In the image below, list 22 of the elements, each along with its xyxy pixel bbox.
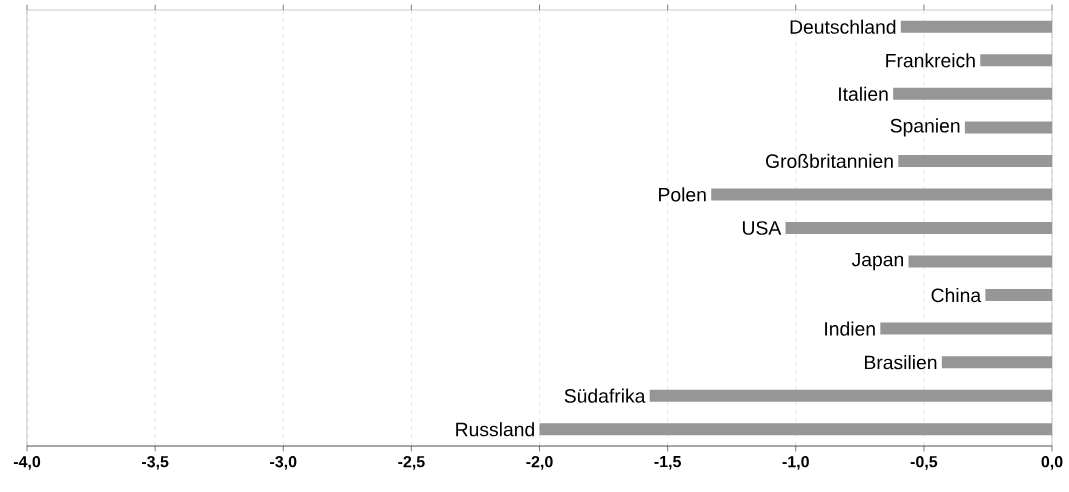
- x-tick-label: 0,0: [1041, 456, 1063, 470]
- y-tick-label: Spanien: [890, 118, 960, 137]
- y-tick-label: Südafrika: [564, 388, 646, 403]
- x-tick-label: -2,5: [398, 456, 425, 470]
- x-tick-label: -3,0: [270, 456, 297, 470]
- y-tick-label: Deutschland: [790, 19, 896, 34]
- x-tick-label: -4,0: [13, 456, 41, 470]
- y-tick-label: Indien: [825, 321, 875, 336]
- y-tick-label: China: [931, 287, 982, 303]
- y-tick-label: USA: [742, 221, 782, 235]
- y-tick-label: Brasilien: [865, 355, 937, 370]
- y-tick-label: Russland: [456, 422, 534, 437]
- y-tick-label: Frankreich: [886, 53, 975, 68]
- x-tick-label: -0,5: [910, 456, 938, 470]
- y-tick-label: Polen: [659, 187, 706, 202]
- y-tick-label: Großbritannien: [766, 153, 893, 169]
- x-tick-label: -1,5: [654, 456, 681, 470]
- x-tick-label: -3,5: [141, 456, 169, 470]
- y-tick-label: Italien: [839, 86, 888, 101]
- x-tick-label: -2,0: [526, 456, 553, 470]
- x-tick-label: -1,0: [782, 456, 809, 470]
- y-tick-label: Japan: [851, 252, 903, 271]
